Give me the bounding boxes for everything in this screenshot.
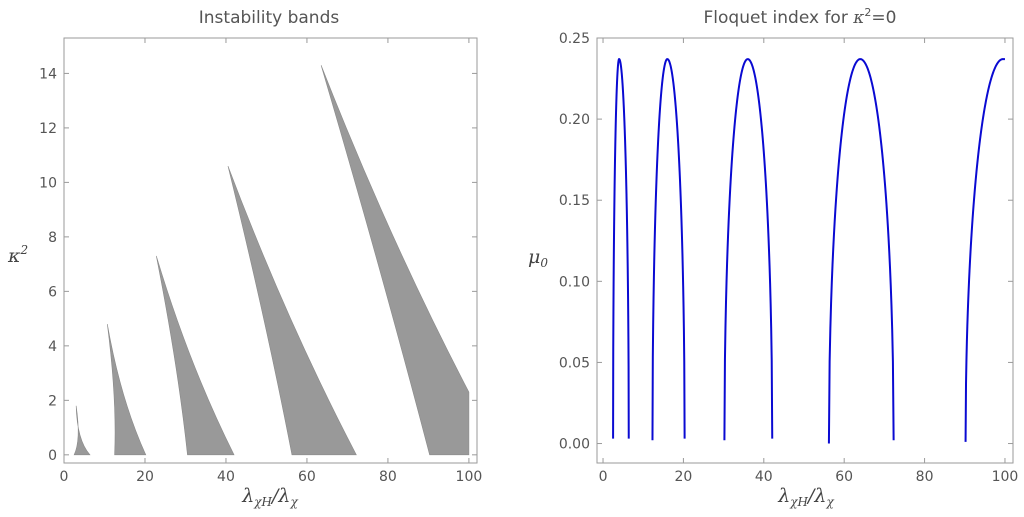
- right-y-tick-label: 0.00: [559, 437, 590, 453]
- left-y-axis-label: κ2: [7, 243, 28, 267]
- left-x-tick-label: 20: [136, 469, 154, 485]
- left-y-tick-label: 12: [39, 121, 57, 137]
- left-plot-frame: [63, 37, 478, 464]
- left-bands: [73, 65, 470, 456]
- right-x-tick-label: 80: [916, 469, 934, 485]
- instability-band-3: [156, 255, 235, 456]
- instability-band-5: [320, 65, 470, 456]
- left-y-tick-label: 8: [48, 230, 57, 246]
- right-x-tick-label: 60: [835, 469, 853, 485]
- floquet-arch-5: [964, 58, 1005, 442]
- right-y-tick-label: 0.20: [559, 112, 590, 128]
- left-y-tick-label: 14: [39, 66, 57, 82]
- right-y-tick-label: 0.25: [559, 31, 590, 47]
- right-y-tick-label: 0.15: [559, 193, 590, 209]
- right-x-tick-label: 100: [992, 469, 1019, 485]
- left-x-tick-label: 100: [456, 469, 483, 485]
- left-y-ticks: 0 2 4 6 8 10 12 14: [39, 66, 477, 464]
- instability-band-2: [107, 324, 147, 456]
- floquet-arch-3: [723, 58, 774, 441]
- left-x-tick-label: 60: [298, 469, 316, 485]
- right-chart-title: Floquet index for κ2=0: [704, 6, 897, 28]
- right-chart: Floquet index for κ2=0 0 20 40 60 80 100 0.00…: [528, 6, 1018, 509]
- right-x-axis-label: λχH/λχ: [777, 485, 834, 509]
- left-y-tick-label: 10: [39, 175, 57, 191]
- instability-band-1: [73, 405, 91, 456]
- left-x-tick-label: 0: [60, 469, 69, 485]
- left-y-tick-label: 4: [48, 339, 57, 355]
- floquet-arch-2: [651, 58, 686, 441]
- left-chart: Instability bands 0 20 40 60 80 100 0 2 4 6 8 10 12…: [7, 8, 482, 509]
- right-plot-frame: [596, 37, 1014, 464]
- left-x-axis-label: λχH/λχ: [241, 485, 298, 509]
- left-y-tick-label: 6: [48, 284, 57, 300]
- left-chart-title: Instability bands: [199, 8, 340, 28]
- right-y-ticks: 0.00 0.05 0.10 0.15 0.20 0.25: [559, 31, 1013, 453]
- left-x-tick-label: 80: [379, 469, 397, 485]
- floquet-arch-1: [612, 58, 630, 439]
- left-x-tick-label: 40: [217, 469, 235, 485]
- right-x-ticks: 0 20 40 60 80 100: [599, 38, 1019, 485]
- right-y-tick-label: 0.05: [559, 355, 590, 371]
- floquet-arch-4: [827, 58, 895, 444]
- right-x-tick-label: 40: [755, 469, 773, 485]
- right-x-tick-label: 0: [599, 469, 608, 485]
- instability-band-4: [227, 165, 357, 456]
- right-x-tick-label: 20: [675, 469, 693, 485]
- left-y-tick-label: 2: [48, 393, 57, 409]
- left-y-tick-label: 0: [48, 448, 57, 464]
- right-lines: [612, 58, 1005, 444]
- right-y-axis-label: μ0: [528, 246, 548, 270]
- right-y-tick-label: 0.10: [559, 274, 590, 290]
- left-x-ticks: 0 20 40 60 80 100: [60, 38, 483, 485]
